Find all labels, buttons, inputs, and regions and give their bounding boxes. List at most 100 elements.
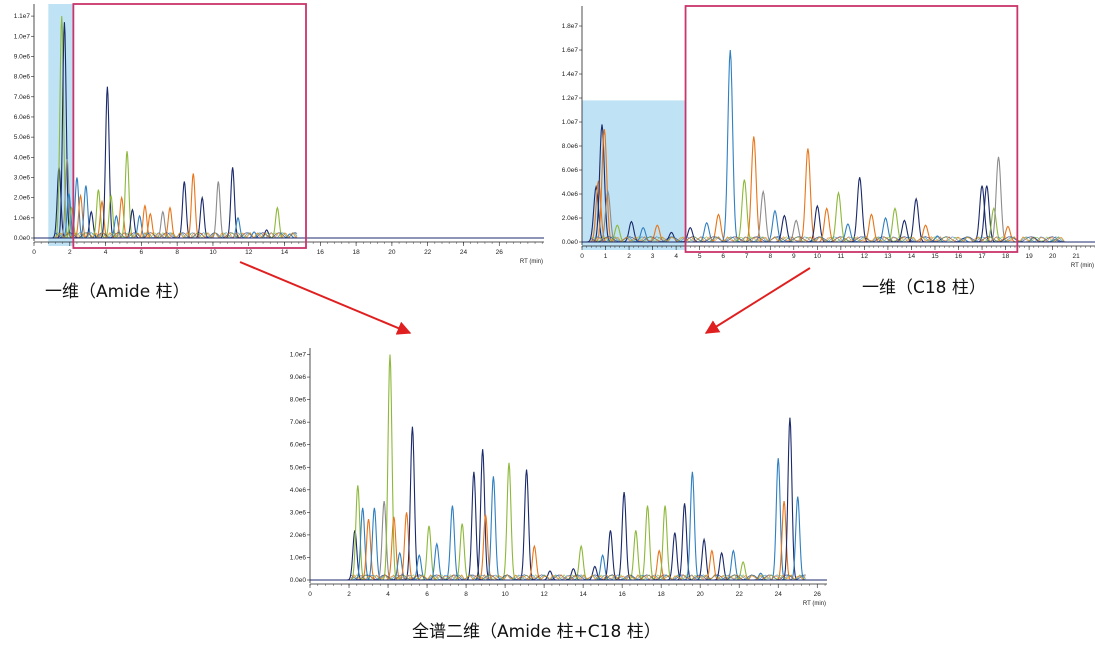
x-tick-label: 11	[837, 253, 844, 260]
x-tick-label: 16	[317, 249, 325, 256]
x-tick-label: 0	[580, 253, 584, 260]
x-tick-label: 20	[697, 591, 705, 598]
peak-2	[354, 507, 371, 581]
y-tick-label: 1.0e7	[562, 119, 579, 126]
x-tick-label: 1	[604, 253, 608, 260]
peak-15	[744, 136, 764, 243]
y-tick-label: 1.0e7	[14, 33, 31, 40]
peak-29	[616, 491, 632, 581]
x-tick-label: 2	[68, 249, 72, 256]
x-tick-label: 12	[245, 249, 253, 256]
y-tick-label: 6.0e6	[290, 442, 307, 449]
y-tick-label: 0.0e0	[562, 239, 579, 246]
y-tick-label: 7.0e6	[14, 94, 31, 101]
peak-10	[404, 426, 421, 581]
y-tick-label: 9.0e6	[14, 53, 31, 60]
peak-2	[592, 124, 612, 243]
peak-20	[501, 462, 517, 581]
x-tick-label: 22	[736, 591, 744, 598]
y-tick-label: 8.0e6	[14, 74, 31, 81]
y-tick-label: 8.0e6	[290, 397, 307, 404]
x-tick-label: 19	[1025, 253, 1033, 260]
y-tick-label: 6.0e6	[14, 114, 31, 121]
y-tick-label: 3.0e6	[290, 509, 307, 516]
x-tick-label: 10	[814, 253, 822, 260]
peak-1	[54, 16, 70, 239]
x-tick-label: 20	[388, 249, 396, 256]
y-tick-label: 8.0e6	[562, 143, 579, 150]
peak-23	[829, 190, 848, 243]
caption-amide: 一维（Amide 柱）	[45, 282, 190, 302]
x-tick-label: 26	[496, 249, 504, 256]
x-tick-label: 9	[792, 253, 796, 260]
peak-27	[225, 167, 240, 239]
caption-c18: 一维（C18 柱）	[862, 278, 986, 298]
y-tick-label: 1.2e7	[562, 95, 579, 102]
y-tick-label: 2.0e6	[290, 532, 307, 539]
selection-box	[72, 3, 307, 249]
x-tick-label: 4	[674, 253, 678, 260]
y-tick-label: 2.0e6	[562, 215, 579, 222]
x-tick-label: 2	[627, 253, 631, 260]
y-tick-label: 5.0e6	[14, 134, 31, 141]
x-tick-label: 18	[1002, 253, 1010, 260]
x-tick-label: 26	[814, 591, 822, 598]
x-tick-label: 14	[580, 591, 588, 598]
peak-16	[119, 151, 135, 239]
peak-22	[526, 544, 543, 581]
peak-28	[602, 530, 619, 581]
x-axis-label: RT (min)	[803, 601, 826, 607]
peak-12	[421, 525, 437, 581]
peak-25	[850, 177, 870, 243]
x-tick-label: 8	[175, 249, 179, 256]
peak-45	[782, 417, 798, 581]
y-tick-label: 9.0e6	[290, 374, 307, 381]
x-tick-label: 2	[347, 591, 351, 598]
y-tick-label: 1.4e7	[562, 71, 579, 78]
peak-5	[376, 500, 392, 581]
peak-25	[195, 195, 210, 239]
x-tick-label: 16	[619, 591, 627, 598]
x-tick-label: 15	[931, 253, 939, 260]
x-tick-label: 10	[501, 591, 509, 598]
arrow-right-to-bottom	[704, 267, 811, 334]
peak-26	[862, 213, 881, 243]
x-axis-label: RT (min)	[520, 259, 543, 265]
x-tick-label: 10	[209, 249, 217, 256]
x-tick-label: 12	[540, 591, 548, 598]
peak-36	[684, 471, 701, 581]
y-tick-label: 6.0e6	[562, 167, 579, 174]
peak-27	[594, 553, 611, 581]
x-tick-label: 4	[386, 591, 390, 598]
baseline-trace-3	[350, 574, 806, 581]
x-tick-label: 13	[884, 253, 892, 260]
y-tick-label: 4.0e6	[562, 191, 579, 198]
x-tick-label: 6	[425, 591, 429, 598]
x-tick-label: 5	[698, 253, 702, 260]
x-tick-label: 6	[721, 253, 725, 260]
y-tick-label: 3.0e6	[14, 174, 31, 181]
peak-30	[906, 197, 926, 243]
peak-3	[360, 519, 377, 581]
y-tick-label: 2.0e6	[14, 195, 31, 202]
caption-full-2d: 全谱二维（Amide 柱+C18 柱）	[412, 622, 661, 642]
arrow-left-to-bottom	[239, 261, 412, 335]
peak-2	[57, 22, 72, 239]
c18-1d-chromatogram: 0.0e0 2.0e6 4.0e6 6.0e6 8.0e6 1.0e7 1.2e7 1.4e7…	[562, 5, 1095, 269]
amide-1d-chromatogram: 0.0e0 1.0e6 2.0e6 3.0e6 4.0e6 5.0e6 6.0e6 7.0e6…	[14, 3, 544, 265]
x-tick-label: 8	[464, 591, 468, 598]
peak-12	[100, 86, 115, 239]
peak-9	[398, 512, 415, 581]
y-tick-label: 1.0e6	[290, 554, 307, 561]
peak-37	[989, 156, 1008, 243]
peak-37	[696, 537, 712, 581]
x-tick-label: 18	[658, 591, 666, 598]
x-tick-label: 8	[768, 253, 772, 260]
peak-33	[657, 505, 673, 581]
x-tick-label: 7	[745, 253, 749, 260]
peak-10	[91, 189, 106, 239]
y-tick-label: 4.0e6	[290, 487, 307, 494]
x-tick-label: 22	[424, 249, 432, 256]
x-tick-label: 0	[32, 249, 36, 256]
peak-24	[186, 173, 201, 239]
